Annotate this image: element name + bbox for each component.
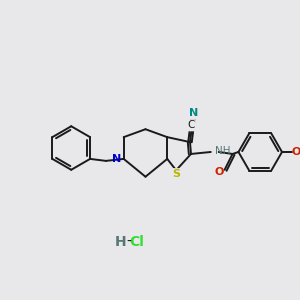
Text: N: N	[189, 108, 199, 118]
Text: C: C	[187, 120, 195, 130]
Text: N: N	[112, 154, 122, 164]
Text: Cl: Cl	[129, 235, 144, 249]
Text: O: O	[291, 147, 300, 157]
Text: -: -	[126, 235, 131, 249]
Text: NH: NH	[215, 146, 230, 156]
Text: H: H	[115, 235, 127, 249]
Text: O: O	[215, 167, 224, 177]
Text: S: S	[172, 169, 180, 179]
